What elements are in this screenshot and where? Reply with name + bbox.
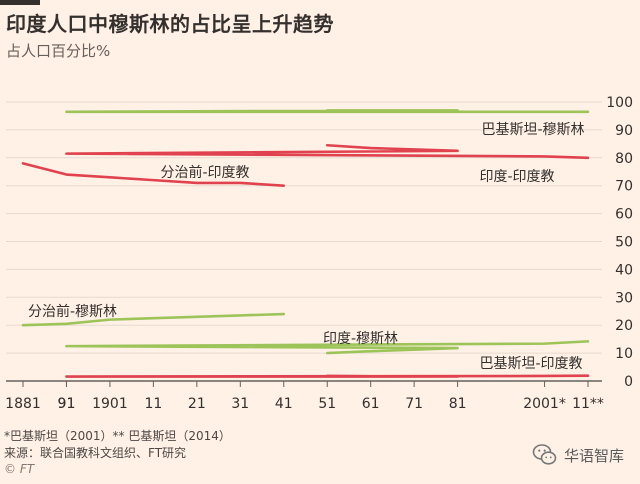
y-tick-label: 90	[615, 123, 633, 139]
y-tick-label: 20	[615, 318, 633, 334]
series-label: 巴基斯坦-印度教	[479, 355, 582, 372]
x-tick-label: 41	[275, 396, 293, 412]
header-accent-bar	[0, 0, 40, 5]
watermark-text: 华语智库	[563, 446, 624, 465]
series-line	[65, 340, 590, 355]
footnote-pakistan-years: *巴基斯坦（2001）** 巴基斯坦（2014）	[4, 429, 231, 443]
chart-title: 印度人口中穆斯林的占比呈上升趋势	[6, 12, 334, 36]
source-note: 来源：联合国教科文组织、FT研究	[4, 446, 187, 460]
chart-subtitle: 占人口百分比%	[6, 42, 111, 60]
y-tick-label: 10	[615, 346, 633, 362]
x-tick-label: 11	[144, 396, 162, 412]
series-label: 巴基斯坦-穆斯林	[481, 121, 584, 138]
series-line	[65, 143, 590, 160]
watermark: 华语智库	[532, 442, 624, 468]
series-label: 印度-穆斯林	[323, 331, 398, 347]
series-line	[21, 312, 286, 327]
y-tick-label: 80	[615, 151, 633, 167]
line-chart: 0 10 20 30 40 50 60 70 80 90 100 1881 91 1901 11 21 31 41…	[5, 95, 633, 412]
x-tick-label: 61	[362, 396, 380, 412]
x-tick-label: 21	[188, 396, 206, 412]
y-tick-label: 50	[615, 235, 633, 251]
x-tick-label: 51	[318, 396, 336, 412]
y-tick-label: 100	[606, 95, 633, 111]
x-tick-label: 1881	[5, 396, 41, 412]
series-line	[21, 162, 286, 187]
copyright-note: © FT	[4, 462, 35, 476]
y-tick-label: 70	[615, 179, 633, 195]
series-label: 分治前-印度教	[160, 164, 249, 181]
y-tick-label: 0	[624, 374, 633, 390]
y-tick-label: 60	[615, 207, 633, 223]
x-tick-label: 71	[405, 396, 423, 412]
wechat-icon	[532, 444, 557, 465]
y-tick-label: 30	[615, 290, 633, 306]
x-tick-label: 91	[58, 396, 76, 412]
series-label: 分治前-穆斯林	[28, 303, 117, 320]
x-tick-label: 81	[449, 396, 467, 412]
x-tick-label: 11**	[572, 396, 604, 412]
series-label: 印度-印度教	[479, 169, 554, 185]
x-tick-label: 91	[58, 396, 76, 412]
series-line	[65, 109, 590, 114]
series-line	[65, 374, 590, 378]
x-tick-label: 31	[231, 396, 249, 412]
x-tick-label: 2001*	[523, 396, 566, 412]
x-tick-label: 1901	[92, 396, 128, 412]
y-tick-label: 40	[615, 262, 633, 278]
